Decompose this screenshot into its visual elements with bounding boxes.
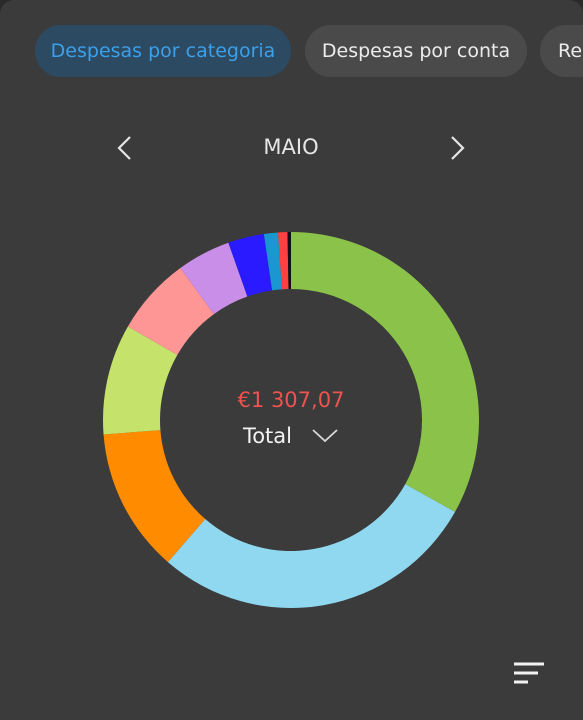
donut-chart <box>103 232 479 608</box>
month-label: MAIO <box>263 135 318 159</box>
total-dropdown[interactable] <box>312 429 338 443</box>
donut-segment[interactable] <box>103 326 178 435</box>
donut-segment[interactable] <box>291 232 479 512</box>
donut-segment[interactable] <box>278 232 289 290</box>
donut-segment[interactable] <box>287 232 291 290</box>
prev-month[interactable] <box>117 136 131 160</box>
tab[interactable]: Despesas por conta <box>305 25 527 77</box>
next-month[interactable] <box>451 136 465 160</box>
sort-icon[interactable] <box>514 662 544 684</box>
tab[interactable]: Despesas por categoria <box>35 25 291 77</box>
total-amount: €1 307,07 <box>238 388 345 412</box>
donut-segment[interactable] <box>103 430 206 563</box>
donut-segment[interactable] <box>180 242 248 315</box>
donut-segment[interactable] <box>263 232 282 291</box>
donut-segment[interactable] <box>228 233 273 297</box>
tab[interactable]: Re <box>540 25 583 77</box>
donut-segment[interactable] <box>167 484 455 608</box>
donut-segment[interactable] <box>127 267 214 355</box>
total-label[interactable]: Total <box>242 424 292 448</box>
